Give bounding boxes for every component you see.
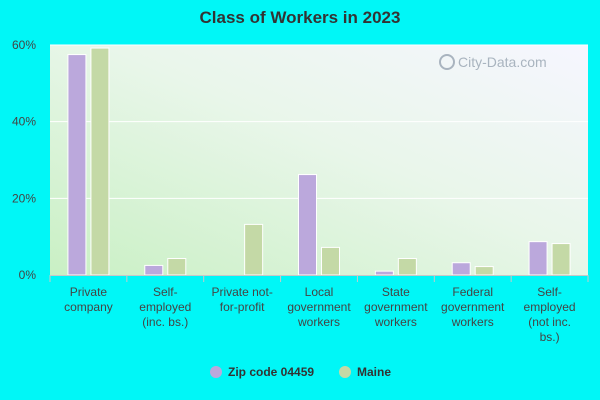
category-label: State government workers bbox=[364, 285, 428, 329]
bar bbox=[244, 223, 264, 276]
bar bbox=[474, 266, 494, 276]
y-tick-label: 20% bbox=[12, 191, 36, 205]
plot-area bbox=[50, 45, 588, 275]
bar bbox=[298, 174, 317, 276]
legend-swatch bbox=[339, 366, 351, 378]
bar bbox=[321, 246, 340, 276]
bar bbox=[451, 262, 471, 276]
category-label: Self-employed (inc. bs.) bbox=[139, 285, 191, 329]
bar bbox=[551, 243, 571, 276]
category-label: Federal government workers bbox=[441, 285, 505, 329]
bar bbox=[90, 47, 110, 276]
bar bbox=[67, 54, 87, 276]
legend: Zip code 04459 Maine bbox=[210, 365, 391, 379]
y-tick-label: 0% bbox=[19, 268, 37, 282]
y-tick-label: 40% bbox=[12, 115, 36, 129]
x-axis bbox=[49, 275, 589, 282]
grid-lines bbox=[50, 44, 588, 199]
y-tick-labels: 0% 20% 40% 60% bbox=[12, 38, 36, 282]
bar bbox=[397, 258, 417, 276]
legend-label: Maine bbox=[357, 365, 391, 379]
bar bbox=[144, 264, 164, 276]
chart-title: Class of Workers in 2023 bbox=[199, 8, 401, 27]
category-label: Local government workers bbox=[287, 285, 351, 329]
category-label: Private not-for-profit bbox=[211, 285, 272, 314]
y-tick-label: 60% bbox=[12, 38, 36, 52]
category-label: Private company bbox=[64, 285, 113, 314]
bar bbox=[167, 258, 187, 276]
legend-label: Zip code 04459 bbox=[228, 365, 314, 379]
bar bbox=[374, 270, 394, 276]
watermark: City-Data.com bbox=[439, 54, 547, 70]
bar bbox=[528, 241, 548, 276]
watermark-icon bbox=[439, 54, 455, 70]
category-labels: Private company Self-employed (inc. bs.) Pri… bbox=[64, 285, 576, 344]
watermark-text: City-Data.com bbox=[458, 54, 547, 70]
legend-swatch bbox=[210, 366, 222, 378]
category-label: Self-employed (not inc. bs.) bbox=[524, 285, 576, 344]
